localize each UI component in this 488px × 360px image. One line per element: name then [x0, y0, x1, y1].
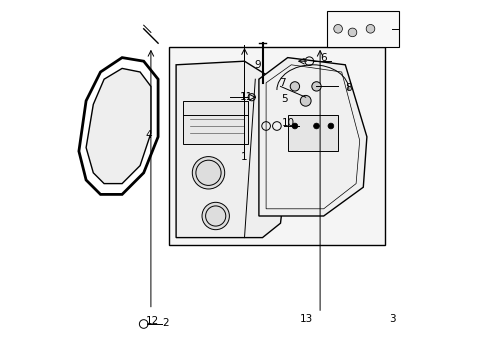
Circle shape — [300, 95, 310, 106]
Bar — [168, 47, 384, 245]
Polygon shape — [176, 61, 287, 238]
Text: 7: 7 — [279, 78, 285, 88]
Circle shape — [313, 123, 319, 129]
Text: 12: 12 — [146, 316, 159, 326]
Circle shape — [289, 82, 299, 91]
Circle shape — [202, 202, 229, 230]
Text: 6: 6 — [320, 53, 326, 63]
Circle shape — [347, 28, 356, 37]
Circle shape — [291, 123, 297, 129]
Circle shape — [333, 24, 342, 33]
Text: 3: 3 — [388, 314, 395, 324]
Polygon shape — [86, 68, 151, 184]
Text: 4: 4 — [145, 130, 152, 140]
Text: 9: 9 — [254, 60, 260, 70]
Circle shape — [327, 123, 333, 129]
Bar — [326, 11, 399, 47]
Circle shape — [311, 82, 321, 91]
Text: 13: 13 — [299, 314, 312, 324]
Text: 1: 1 — [241, 152, 247, 162]
Polygon shape — [258, 58, 366, 216]
Text: 5: 5 — [280, 94, 287, 104]
Text: 8: 8 — [345, 83, 351, 93]
Text: 11: 11 — [239, 92, 252, 102]
Circle shape — [192, 157, 224, 189]
Text: 10: 10 — [281, 118, 294, 128]
Bar — [287, 115, 337, 151]
Circle shape — [366, 24, 374, 33]
Bar — [183, 101, 247, 144]
Text: 2: 2 — [162, 318, 168, 328]
